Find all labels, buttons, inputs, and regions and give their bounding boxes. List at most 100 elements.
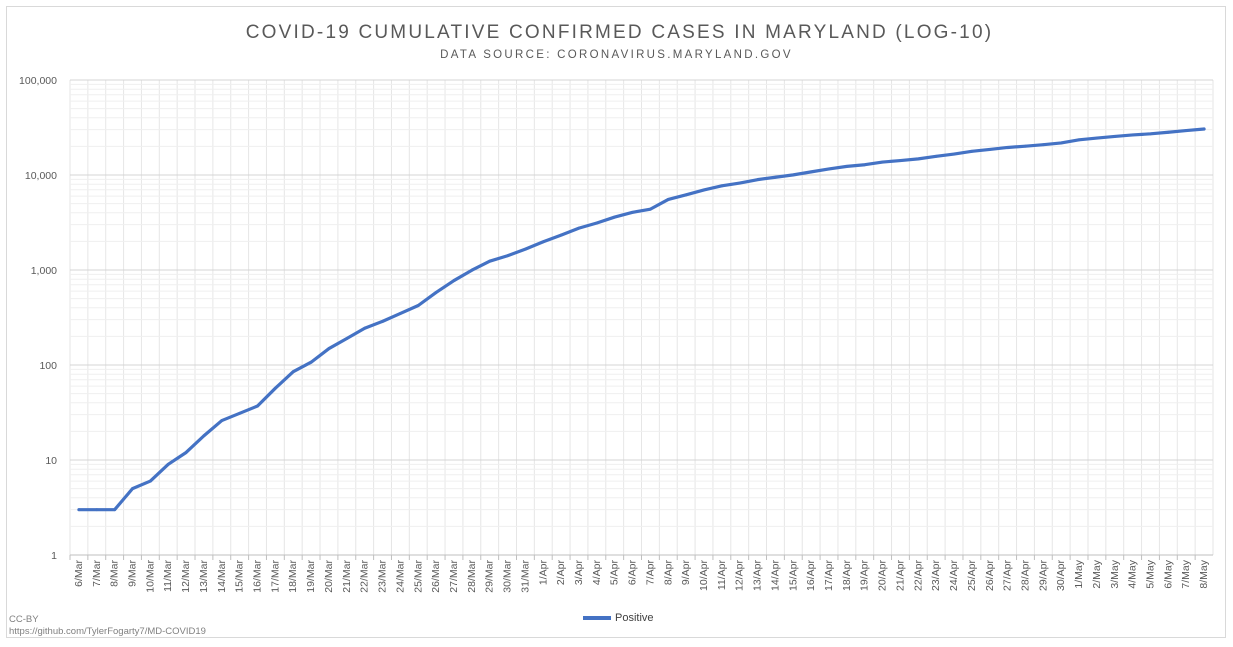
x-tick-label: 6/May (1162, 559, 1174, 588)
data-point (95, 508, 99, 512)
data-point (416, 304, 420, 307)
data-point (666, 198, 670, 201)
data-point (1095, 136, 1099, 140)
x-tick-label: 18/Apr (841, 559, 853, 590)
x-tick-label: 12/Apr (734, 559, 746, 590)
x-tick-label: 13/Mar (198, 560, 210, 593)
data-point (577, 226, 581, 230)
data-point (1149, 132, 1152, 136)
x-tick-label: 14/Apr (769, 559, 781, 590)
data-point (488, 259, 492, 263)
x-tick-label: 10/Mar (144, 560, 156, 593)
data-point (238, 411, 242, 415)
data-point (220, 419, 224, 422)
data-point (881, 160, 885, 164)
data-point (381, 319, 384, 323)
license-label: CC-BY (9, 614, 39, 625)
data-point (345, 337, 349, 340)
x-tick-label: 21/Apr (894, 559, 906, 590)
x-tick-label: 26/Apr (984, 559, 996, 590)
legend-label: Positive (615, 612, 654, 624)
data-point (1113, 135, 1117, 138)
x-tick-label: 2/May (1091, 559, 1103, 588)
y-tick-label: 10,000 (25, 170, 57, 182)
data-point (77, 508, 81, 512)
x-tick-label: 3/May (1109, 559, 1121, 588)
y-tick-label: 100 (39, 360, 57, 372)
x-tick-label: 30/Mar (502, 560, 514, 593)
x-tick-label: 1/May (1073, 559, 1085, 588)
x-tick-label: 30/Apr (1055, 559, 1067, 590)
data-point (506, 254, 509, 258)
x-tick-label: 11/Apr (716, 560, 728, 591)
x-tick-label: 22/Apr (912, 559, 924, 590)
data-point (1077, 138, 1081, 142)
x-tick-label: 29/Mar (484, 560, 496, 593)
x-tick-label: 8/May (1198, 559, 1210, 588)
data-point (273, 386, 277, 390)
data-point (131, 487, 134, 490)
x-tick-label: 16/Mar (252, 560, 264, 593)
data-point (702, 188, 706, 192)
x-tick-label: 3/Apr (573, 560, 585, 586)
data-point (952, 152, 956, 156)
y-tick-label: 1 (51, 550, 57, 562)
data-point (631, 210, 634, 214)
x-tick-label: 21/Mar (341, 560, 353, 593)
data-point (970, 149, 974, 153)
x-tick-label: 12/Mar (180, 560, 192, 593)
data-point (827, 167, 831, 171)
chart-title: COVID-19 CUMULATIVE CONFIRMED CASES IN M… (245, 22, 994, 43)
legend: Positive (583, 612, 654, 624)
x-tick-label: 23/Mar (377, 560, 389, 593)
data-point (398, 312, 402, 315)
data-point (113, 508, 117, 512)
x-tick-label: 28/Apr (1019, 559, 1031, 590)
data-point (613, 215, 617, 219)
data-point (738, 181, 742, 185)
x-tick-label: 28/Mar (466, 560, 478, 593)
data-point (1024, 144, 1027, 148)
x-tick-label: 20/Mar (323, 560, 335, 593)
x-tick-label: 31/Mar (519, 560, 531, 593)
data-point (434, 291, 438, 294)
legend-swatch (583, 616, 611, 620)
x-tick-label: 2/Apr (555, 560, 567, 586)
data-point (256, 404, 259, 408)
y-tick-label: 100,000 (19, 75, 57, 87)
data-point (934, 154, 938, 158)
x-tick-label: 10/Apr (698, 559, 710, 590)
x-tick-label: 19/Mar (305, 560, 317, 593)
x-tick-label: 6/Apr (627, 560, 639, 586)
x-tick-label: 29/Apr (1037, 559, 1049, 590)
data-point (791, 173, 795, 177)
x-tick-label: 8/Apr (662, 560, 674, 586)
data-point (363, 326, 367, 330)
chart-subtitle: DATA SOURCE: CORONAVIRUS.MARYLAND.GOV (440, 49, 793, 61)
x-tick-label: 5/May (1144, 559, 1156, 588)
x-tick-label: 9/Mar (127, 560, 139, 587)
x-tick-label: 1/Apr (537, 560, 549, 586)
data-point (988, 148, 992, 151)
data-point (863, 163, 867, 167)
x-tick-label: 20/Apr (877, 559, 889, 590)
x-tick-label: 5/Apr (609, 560, 621, 586)
data-point (202, 434, 206, 438)
data-point (1041, 143, 1045, 147)
x-tick-label: 24/Apr (948, 559, 960, 590)
y-tick-label: 10 (45, 455, 57, 467)
x-tick-label: 17/Mar (269, 560, 281, 593)
data-point (184, 451, 188, 454)
y-tick-label: 1,000 (31, 265, 57, 277)
x-tick-label: 25/Mar (412, 560, 424, 593)
x-tick-label: 4/May (1127, 559, 1139, 588)
data-point (148, 479, 152, 483)
x-tick-label: 8/Mar (109, 560, 121, 587)
chart-frame (6, 6, 1226, 638)
data-point (1006, 146, 1010, 149)
x-tick-label: 9/Apr (680, 560, 692, 586)
data-point (899, 159, 902, 162)
data-point (774, 175, 777, 179)
x-tick-label: 27/Mar (448, 560, 460, 593)
